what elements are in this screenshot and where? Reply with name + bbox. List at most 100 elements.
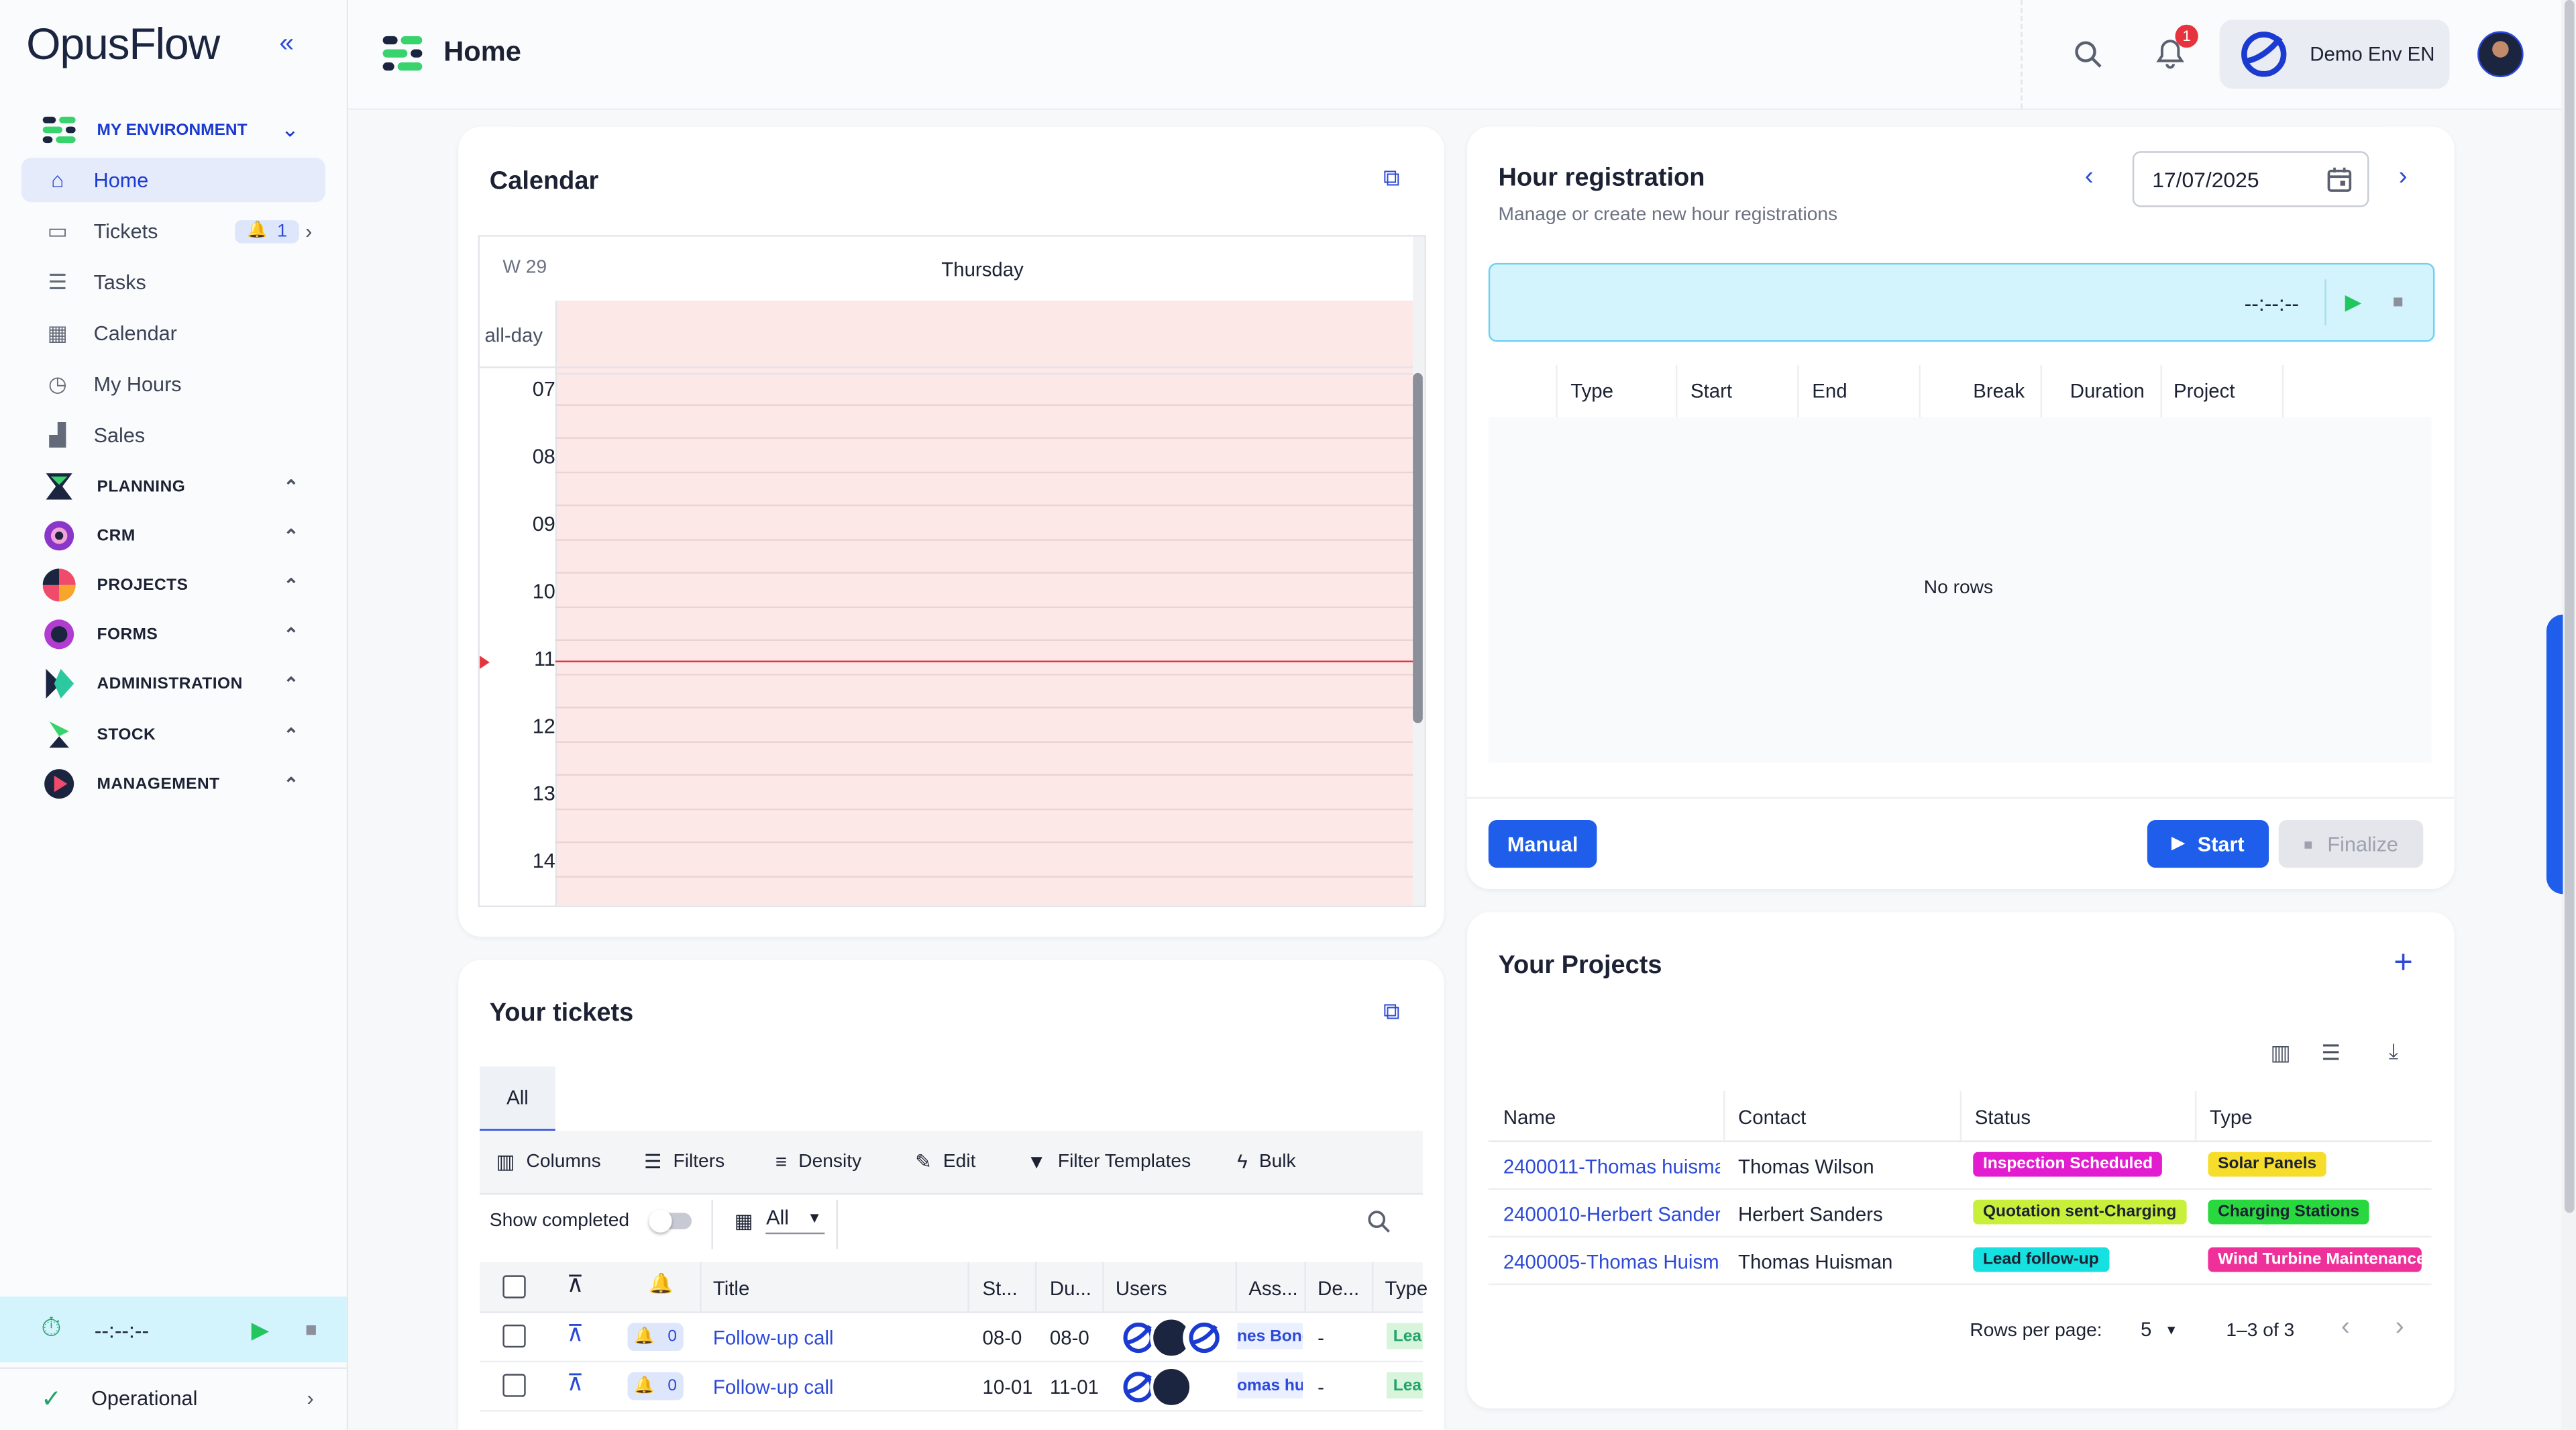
column-header[interactable]: End <box>1812 379 1847 403</box>
module-stock[interactable]: STOCK ⌃ <box>41 713 320 756</box>
add-project-icon[interactable]: + <box>2394 945 2413 982</box>
row-checkbox[interactable] <box>502 1324 526 1348</box>
table-row[interactable]: 2400010-Herbert Sanders Herbert Sanders … <box>1488 1190 2432 1238</box>
filters-button[interactable]: ☰ Filters <box>644 1150 725 1174</box>
reminder-badge[interactable]: 🔔 0 <box>627 1372 684 1400</box>
project-name-link[interactable]: 2400010-Herbert Sanders <box>1503 1203 1721 1226</box>
next-day-icon[interactable]: › <box>2398 162 2408 191</box>
download-icon[interactable]: ⤓ <box>2388 1038 2398 1064</box>
table-row[interactable]: 2400005-Thomas Huisman Thomas Huisman Le… <box>1488 1237 2432 1286</box>
bulk-button[interactable]: ϟ Bulk <box>1237 1150 1296 1174</box>
column-header[interactable]: Status <box>1974 1106 2031 1129</box>
timer-divider <box>2325 279 2327 325</box>
user-avatar[interactable] <box>2477 31 2524 78</box>
finalize-button[interactable]: ■ Finalize <box>2278 820 2424 868</box>
column-header[interactable]: Du... <box>1049 1276 1091 1300</box>
ticket-users[interactable] <box>1117 1366 1193 1409</box>
assignee-chip[interactable]: omas hui <box>1237 1372 1303 1399</box>
column-header[interactable]: Type <box>1570 379 1613 403</box>
column-header[interactable]: Users <box>1115 1276 1167 1300</box>
sidebar-item-calendar[interactable]: ▦ Calendar <box>21 311 325 355</box>
module-planning[interactable]: PLANNING ⌃ <box>41 465 320 508</box>
edit-button[interactable]: ✎ Edit <box>915 1150 976 1174</box>
sidebar-item-my-hours[interactable]: ◷ My Hours <box>21 362 325 406</box>
day-name[interactable]: Thursday <box>941 258 1024 281</box>
ticket-title-link[interactable]: Follow-up call <box>712 1326 834 1349</box>
filter-templates-button[interactable]: ▼ Filter Templates <box>1026 1150 1191 1174</box>
date-filter[interactable]: ▦ All ▼ <box>735 1207 826 1235</box>
previous-page-icon[interactable]: ‹ <box>2341 1313 2350 1341</box>
project-name-link[interactable]: 2400005-Thomas Huisman <box>1503 1250 1721 1274</box>
density-button[interactable]: ≡ Density <box>775 1150 862 1174</box>
columns-button[interactable]: ▥ Columns <box>496 1150 601 1174</box>
project-name-link[interactable]: 2400011-Thomas huisman <box>1503 1155 1721 1178</box>
column-header[interactable]: Type <box>1385 1276 1428 1300</box>
open-external-icon[interactable]: ⧉ <box>1383 164 1400 191</box>
pin-icon[interactable]: ⊼ <box>566 1319 584 1346</box>
column-header[interactable]: Contact <box>1738 1106 1807 1129</box>
row-checkbox[interactable] <box>502 1374 526 1397</box>
tab-all[interactable]: All <box>480 1066 555 1133</box>
select-all-checkbox[interactable] <box>502 1275 526 1298</box>
next-page-icon[interactable]: › <box>2395 1313 2404 1341</box>
column-header[interactable]: Title <box>712 1276 750 1300</box>
play-icon[interactable]: ▶ <box>251 1315 270 1342</box>
ticket-title-link[interactable]: Follow-up call <box>712 1375 834 1399</box>
assignee-chip[interactable]: nes Bond <box>1237 1323 1303 1349</box>
sidebar-item-tickets[interactable]: ▭ Tickets 🔔 1 › <box>21 209 325 253</box>
open-external-icon[interactable]: ⧉ <box>1383 997 1400 1024</box>
pin-icon[interactable]: ⊼ <box>566 1369 584 1396</box>
column-header[interactable]: Duration <box>2070 379 2145 403</box>
module-management[interactable]: MANAGEMENT ⌃ <box>41 762 320 805</box>
table-row[interactable]: ⊼ 🔔0 Follow-up call 10-01 11-01- omas hu… <box>480 1362 1423 1412</box>
bell-icon: 🔔 <box>634 1377 655 1396</box>
sidebar-item-home[interactable]: ⌂ Home <box>21 158 325 203</box>
chevron-down-icon[interactable]: ⌄ <box>281 116 299 142</box>
sidebar-item-tasks[interactable]: ☰ Tasks <box>21 260 325 304</box>
collapse-sidebar-icon[interactable]: « <box>279 30 294 58</box>
module-administration[interactable]: ADMINISTRATION ⌃ <box>41 662 320 705</box>
ticket-users[interactable] <box>1117 1316 1226 1360</box>
search-icon[interactable] <box>1367 1209 1390 1233</box>
columns-icon[interactable]: ▥ <box>2270 1040 2291 1065</box>
table-row[interactable]: ⊼ 🔔0 Follow-up call 08-0 08-0 nes Bond -… <box>480 1313 1423 1363</box>
system-status[interactable]: ✓ Operational › <box>0 1367 347 1429</box>
reminder-badge[interactable]: 🔔 0 <box>627 1323 684 1351</box>
filter-icon[interactable]: ☰ <box>2321 1040 2341 1065</box>
column-header[interactable]: Name <box>1503 1106 1556 1129</box>
calendar-icon[interactable] <box>2326 166 2353 192</box>
module-forms[interactable]: FORMS ⌃ <box>41 613 320 656</box>
calendar-scrollbar-thumb[interactable] <box>1413 372 1423 723</box>
column-header[interactable]: Project <box>2174 379 2235 403</box>
column-header[interactable]: Break <box>1973 379 2025 403</box>
start-button[interactable]: ▶ Start <box>2147 820 2269 868</box>
sidebar-item-sales[interactable]: ▟ Sales <box>21 413 325 457</box>
environment-selector[interactable]: MY ENVIRONMENT ⌄ <box>41 112 320 148</box>
column-header[interactable]: Type <box>2209 1106 2253 1129</box>
bell-icon: 🔔 <box>649 1272 674 1295</box>
previous-day-icon[interactable]: ‹ <box>2084 162 2094 191</box>
ticket-start: 08-0 <box>982 1326 1022 1349</box>
play-icon[interactable]: ▶ <box>2345 289 2362 314</box>
module-projects[interactable]: PROJECTS ⌃ <box>41 564 320 607</box>
side-panel-handle[interactable] <box>2546 614 2563 895</box>
rows-per-page-select[interactable]: 5 ▼ <box>2141 1318 2178 1341</box>
module-crm[interactable]: CRM ⌃ <box>41 515 320 558</box>
search-icon[interactable] <box>2074 40 2103 69</box>
page-scrollbar-thumb[interactable] <box>2564 0 2575 1213</box>
opusflow-logo[interactable]: OpusFlow <box>26 19 220 69</box>
stop-icon[interactable]: ■ <box>305 1318 317 1341</box>
column-header[interactable]: Start <box>1690 379 1733 403</box>
bell-icon[interactable] <box>2155 38 2185 70</box>
manual-button[interactable]: Manual <box>1488 820 1597 868</box>
date-input[interactable]: 17/07/2025 <box>2132 151 2369 207</box>
column-header[interactable]: Ass... <box>1248 1276 1298 1300</box>
column-header[interactable]: St... <box>982 1276 1018 1300</box>
environment-switcher[interactable]: Demo Env EN <box>2219 19 2450 89</box>
column-header[interactable]: De... <box>1318 1276 1360 1300</box>
calendar-day-column[interactable] <box>555 301 1413 906</box>
stop-icon[interactable]: ■ <box>2392 292 2404 313</box>
show-completed-toggle[interactable] <box>649 1209 692 1233</box>
menu-icon[interactable] <box>381 33 424 72</box>
table-row[interactable]: 2400011-Thomas huisman Thomas Wilson Ins… <box>1488 1142 2432 1190</box>
